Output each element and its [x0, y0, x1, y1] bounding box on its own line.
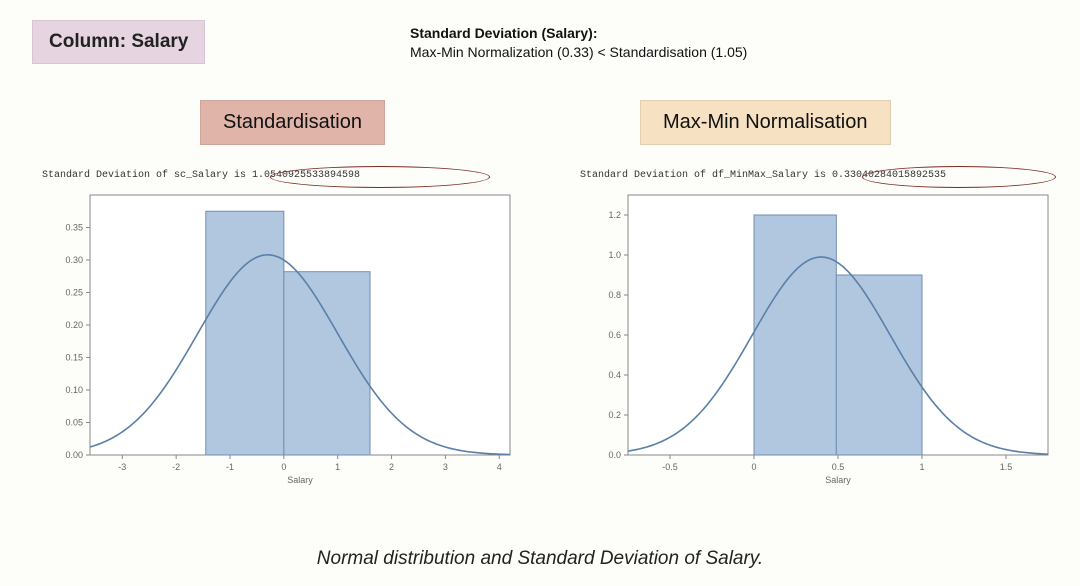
svg-text:0.8: 0.8 — [608, 290, 621, 300]
svg-text:0.10: 0.10 — [65, 385, 83, 395]
panel-label-left-text: Standardisation — [223, 111, 362, 133]
chart-left-svg: 0.00 0.05 0.10 0.15 0.20 0.25 0.30 0.35 -3 -2 -1 0 1… — [42, 185, 522, 485]
svg-text:0.25: 0.25 — [65, 288, 83, 298]
svg-text:4: 4 — [497, 462, 502, 472]
chart-right-svg: 0.0 0.2 0.4 0.6 0.8 1.0 1.2 -0.5 0 0.5 1 1.5 Salary — [580, 185, 1060, 485]
svg-text:0.0: 0.0 — [608, 450, 621, 460]
svg-text:1: 1 — [335, 462, 340, 472]
svg-text:-2: -2 — [172, 462, 180, 472]
figure-caption: Normal distribution and Standard Deviati… — [0, 548, 1080, 570]
svg-text:Salary: Salary — [287, 475, 313, 485]
svg-text:0.4: 0.4 — [608, 370, 621, 380]
svg-text:0.15: 0.15 — [65, 353, 83, 363]
sd-header-line1: Standard Deviation (Salary): — [410, 24, 747, 43]
svg-text:0.00: 0.00 — [65, 450, 83, 460]
svg-text:0.6: 0.6 — [608, 330, 621, 340]
chart-right-title: Standard Deviation of df_MinMax_Salary i… — [580, 170, 1060, 181]
chart-left-title: Standard Deviation of sc_Salary is 1.054… — [42, 170, 522, 181]
column-badge-text: Column: Salary — [49, 31, 188, 52]
svg-text:0.05: 0.05 — [65, 418, 83, 428]
svg-text:0.30: 0.30 — [65, 255, 83, 265]
svg-text:0.2: 0.2 — [608, 410, 621, 420]
svg-text:-0.5: -0.5 — [662, 462, 678, 472]
svg-text:0.5: 0.5 — [832, 462, 845, 472]
sd-header: Standard Deviation (Salary): Max-Min Nor… — [410, 24, 747, 62]
panel-label-maxmin: Max-Min Normalisation — [640, 100, 891, 145]
panel-label-right-text: Max-Min Normalisation — [663, 111, 868, 133]
column-badge: Column: Salary — [32, 20, 205, 64]
svg-text:1.0: 1.0 — [608, 250, 621, 260]
svg-text:1.5: 1.5 — [1000, 462, 1013, 472]
panel-label-standardisation: Standardisation — [200, 100, 385, 145]
sd-header-line2: Max-Min Normalization (0.33) < Standardi… — [410, 43, 747, 62]
svg-text:Salary: Salary — [825, 475, 851, 485]
svg-text:0.20: 0.20 — [65, 320, 83, 330]
chart-standardisation: Standard Deviation of sc_Salary is 1.054… — [42, 170, 522, 500]
svg-text:3: 3 — [443, 462, 448, 472]
figure-caption-text: Normal distribution and Standard Deviati… — [317, 548, 763, 569]
svg-text:0: 0 — [281, 462, 286, 472]
svg-text:1: 1 — [919, 462, 924, 472]
svg-text:2: 2 — [389, 462, 394, 472]
chart-maxmin: Standard Deviation of df_MinMax_Salary i… — [580, 170, 1060, 500]
svg-text:-1: -1 — [226, 462, 234, 472]
svg-text:1.2: 1.2 — [608, 210, 621, 220]
svg-text:0: 0 — [751, 462, 756, 472]
svg-text:-3: -3 — [118, 462, 126, 472]
svg-text:0.35: 0.35 — [65, 223, 83, 233]
